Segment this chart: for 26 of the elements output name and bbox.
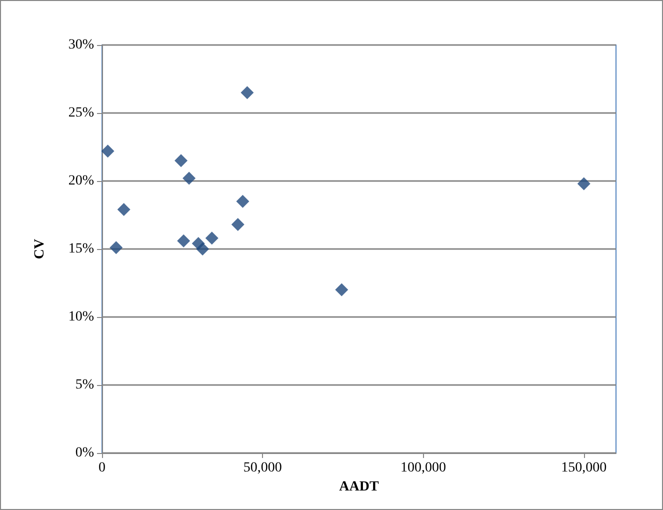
point	[177, 234, 190, 248]
y-axis-title: CV	[32, 238, 48, 260]
point	[110, 241, 123, 254]
point	[101, 144, 114, 158]
y-tick-label: 5%	[75, 378, 94, 392]
y-tick-label: 0%	[75, 446, 94, 460]
point	[236, 194, 250, 208]
point	[335, 283, 348, 296]
x-tick-label: 100,000	[400, 460, 446, 476]
y-tick-label: 25%	[68, 106, 94, 120]
point	[205, 232, 218, 245]
y-tick-label: 10%	[68, 310, 94, 324]
point	[182, 172, 196, 185]
y-tick-label: 30%	[68, 38, 94, 52]
x-tick-label: 150,000	[561, 460, 607, 476]
x-axis-title: AADT	[339, 479, 380, 494]
x-tick-label: 50,000	[243, 460, 282, 476]
point	[240, 86, 254, 100]
x-tick-label: 0	[98, 460, 106, 476]
point	[174, 154, 188, 168]
y-tick-label: 15%	[68, 242, 94, 256]
point	[117, 203, 130, 216]
point	[577, 177, 590, 190]
point	[231, 218, 244, 232]
y-tick-label: 20%	[68, 174, 94, 188]
point	[196, 242, 210, 256]
